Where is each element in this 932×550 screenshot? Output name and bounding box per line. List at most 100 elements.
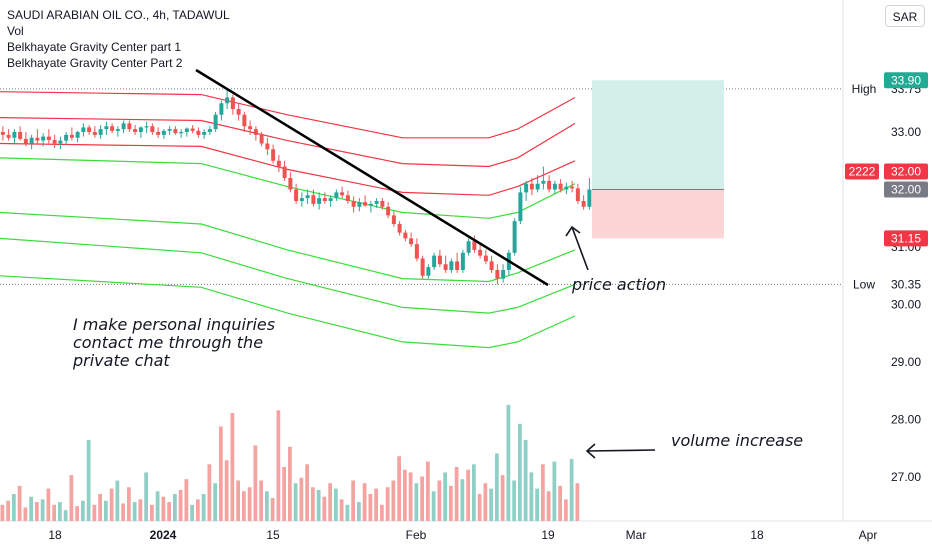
volume-bar (483, 483, 488, 521)
volume-bar (518, 423, 522, 521)
candle-body (518, 192, 523, 222)
x-tick-label: Feb (406, 528, 427, 542)
volume-bar (345, 504, 350, 521)
candle-body (92, 132, 97, 135)
volume-bar (558, 485, 562, 521)
candle-body (288, 178, 293, 190)
target-price-label-bg (884, 72, 928, 89)
candle-body (455, 261, 460, 270)
volume-bar (368, 494, 373, 521)
volume-bar (259, 480, 263, 521)
volume-bar (449, 485, 453, 521)
candle-body (403, 232, 408, 239)
volume-bar (420, 476, 424, 521)
volume-bar (201, 494, 206, 521)
indicator-gravity-center-1[interactable]: Belkhayate Gravity Center part 1 (7, 40, 182, 54)
candle-body (29, 137, 34, 144)
candle-body (391, 215, 396, 224)
volume-bar (178, 489, 183, 521)
volume-bar (500, 475, 505, 521)
candle-body (581, 201, 586, 207)
candle-body (535, 183, 540, 190)
x-tick-label: 18 (48, 528, 62, 542)
gravity-band-red_1 (0, 117, 576, 168)
candle-body (110, 126, 115, 131)
volume-bar (173, 494, 177, 521)
last-price-label: 32.00 (891, 165, 921, 179)
candle-body (363, 202, 368, 206)
candle-body (547, 180, 552, 190)
entry-price-label: 32.00 (891, 183, 921, 197)
candle-body (121, 123, 126, 130)
volume-bar (138, 499, 143, 521)
candle-body (179, 132, 184, 134)
candle-body (501, 270, 506, 279)
indicator-gravity-center-2[interactable]: Belkhayate Gravity Center Part 2 (7, 56, 183, 70)
volume-bar (196, 499, 200, 521)
volume-bar (334, 488, 338, 521)
volume-bar (414, 483, 419, 521)
candle-body (184, 128, 189, 132)
candle-body (558, 183, 563, 190)
candle-body (127, 123, 132, 130)
high-tag: High (852, 82, 877, 96)
volume-bar (63, 510, 68, 521)
candle-body (98, 129, 103, 135)
candle-body (386, 206, 391, 216)
entry-price-label-bg (884, 181, 928, 198)
symbol-tag: 2222 (849, 165, 876, 179)
volume-bar (569, 458, 574, 521)
candle-body (489, 261, 494, 270)
contact-note: I make personal inquiries contact me thr… (73, 315, 276, 370)
y-tick-label: 29.00 (891, 355, 921, 369)
candle-body (345, 195, 350, 201)
candle-body (6, 134, 11, 138)
volume-bar (426, 461, 430, 521)
candle-body (443, 264, 448, 270)
volume-bar (46, 488, 51, 521)
volume-bar (12, 494, 16, 521)
candle-body (460, 252, 465, 270)
candle-body (161, 130, 166, 135)
candle-body (271, 149, 276, 161)
candle-body (144, 126, 149, 128)
currency-button[interactable]: SAR (885, 5, 925, 27)
candle-body (368, 203, 373, 206)
candle-body (409, 238, 414, 245)
volume-bar (385, 487, 390, 521)
price-action-arrow (571, 226, 589, 271)
candle-body (305, 195, 310, 199)
volume-arrowhead (585, 443, 596, 459)
volume-bar (86, 440, 91, 521)
volume-bar (144, 472, 148, 521)
candle-body (265, 143, 270, 150)
volume-bar (0, 504, 5, 521)
symbol-title[interactable]: SAUDI ARABIAN OIL CO., 4h, TADAWUL (7, 8, 230, 22)
candle-body (374, 201, 379, 204)
volume-bar (230, 413, 235, 521)
candle-body (294, 189, 299, 201)
volume-bar (564, 499, 568, 521)
candle-body (138, 127, 143, 132)
volume-bar (115, 480, 120, 521)
candle-body (81, 127, 86, 132)
volume-bar (512, 480, 516, 521)
volume-bar (213, 483, 217, 521)
volume-bar (127, 487, 131, 521)
volume-bar (322, 496, 327, 521)
volume-bar (374, 488, 378, 521)
candle-body (282, 166, 287, 178)
low-tag-bg (847, 276, 881, 293)
gravity-band-green_4 (0, 275, 576, 349)
volume-bar (454, 467, 459, 521)
volume-bar (523, 440, 528, 521)
volume-bar (506, 404, 511, 521)
volume-bar (58, 502, 62, 521)
indicator-volume[interactable]: Vol (7, 24, 24, 38)
volume-bar (265, 491, 269, 521)
volume-bar (207, 464, 212, 521)
y-tick-label: 30.00 (891, 298, 921, 312)
volume-bar (575, 483, 580, 521)
stop-price-label: 31.15 (891, 231, 921, 245)
